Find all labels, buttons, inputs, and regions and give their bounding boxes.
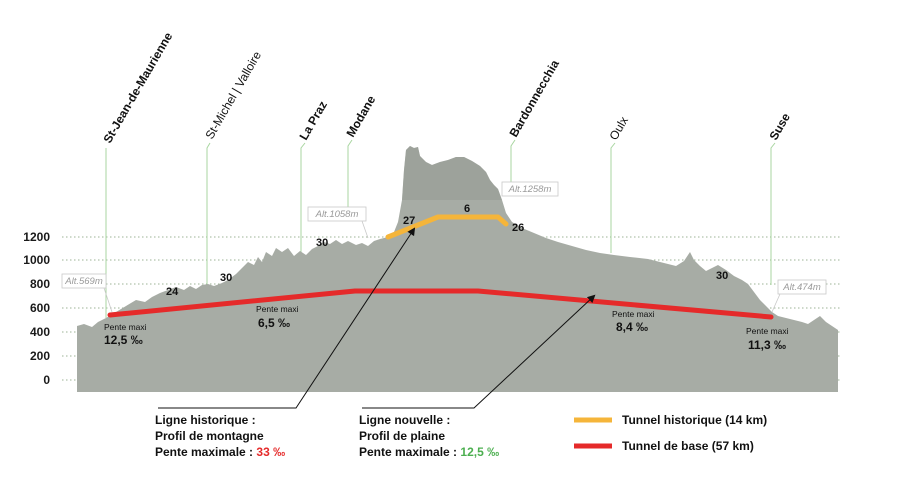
pente-value: 8,4 ‰ [616,320,648,334]
historic-tunnel [385,214,509,240]
historic-max-value: 33 ‰ [256,445,285,459]
altitude-tag-st-jean: Alt.569m [61,273,113,313]
station-label-st-jean: St-Jean-de-Maurienne [100,30,175,146]
y-tick-label: 1200 [23,230,50,244]
y-tick-label: 600 [30,301,50,315]
historic-line2: Profil de montagne [155,429,264,443]
altitude-tag-bardonnecchia: Alt.1258m [501,181,559,197]
grade-label: 26 [512,222,524,234]
altitude-label: Alt.569m [64,276,103,287]
grade-labels: 24 30 30 27 6 26 30 [166,203,728,298]
y-tick-label: 200 [30,349,50,363]
grade-label: 24 [166,286,179,298]
y-tick-label: 1000 [23,253,50,267]
altitude-tags: Alt.569m Alt.1058m Alt.1258m Alt.474m [61,181,827,313]
historic-annotation: Ligne historique : Profil de montagne Pe… [155,413,285,459]
grade-label: 30 [316,237,328,249]
altitude-tag-modane: Alt.1058m [307,206,369,239]
altitude-label: Alt.474m [782,282,821,293]
historic-line1: Ligne historique : [155,413,256,427]
base-tunnel [107,288,774,320]
station-label-modane: Modane [343,93,378,140]
station-label-suse: Suse [766,110,793,142]
station-line-st-michel [206,142,211,292]
terrain-profile [77,146,838,392]
altitude-label: Alt.1258m [508,184,552,195]
y-tick-label: 0 [43,373,50,387]
pente-label: Pente maxi [256,304,299,314]
grade-label: 30 [220,272,232,284]
station-label-oulx: Oulx [606,114,630,142]
grade-label: 30 [716,270,728,282]
pente-label: Pente maxi [746,326,789,336]
station-label-la-praz: La Praz [296,99,329,143]
new-arrow [362,294,596,409]
historic-arrow [158,227,416,409]
pente-value: 12,5 ‰ [104,333,143,347]
new-line3: Pente maximale : 12,5 ‰ [359,445,499,459]
y-tick-label: 800 [30,277,50,291]
station-line-bardonnecchia [510,139,516,182]
station-line-la-praz [300,142,306,262]
altitude-tag-suse: Alt.474m [771,279,827,313]
station-line-modane [347,139,353,215]
y-axis: 1200 1000 800 600 400 200 0 [23,230,50,387]
station-lines [105,139,776,318]
pente-value: 6,5 ‰ [258,316,290,330]
grade-label: 27 [403,215,415,227]
station-line-suse [770,142,776,285]
new-line3-prefix: Pente maximale : [359,445,460,459]
new-line1: Ligne nouvelle : [359,413,450,427]
altitude-label: Alt.1058m [315,209,359,220]
historic-line3-prefix: Pente maximale : [155,445,256,459]
new-annotation: Ligne nouvelle : Profil de plaine Pente … [359,413,499,459]
grade-label: 6 [464,203,470,215]
terrain-peak-shading [402,146,502,200]
station-label-st-michel: St-Michel | Valloire [202,49,264,142]
pente-label: Pente maxi [612,309,655,319]
legend-label-historic: Tunnel historique (14 km) [622,413,767,427]
pente-labels: Pente maxi 12,5 ‰ Pente maxi 6,5 ‰ Pente… [104,304,789,352]
pente-value: 11,3 ‰ [748,338,786,352]
y-tick-label: 400 [30,325,50,339]
historic-line3: Pente maximale : 33 ‰ [155,445,285,459]
legend: Tunnel historique (14 km) Tunnel de base… [574,413,767,453]
new-max-value: 12,5 ‰ [460,445,499,459]
pente-label: Pente maxi [104,322,147,332]
station-labels: St-Jean-de-Maurienne St-Michel | Valloir… [100,30,793,146]
station-label-bardonnecchia: Bardonnecchia [506,57,562,139]
new-line2: Profil de plaine [359,429,445,443]
legend-label-base: Tunnel de base (57 km) [622,439,754,453]
station-line-oulx [610,142,616,253]
